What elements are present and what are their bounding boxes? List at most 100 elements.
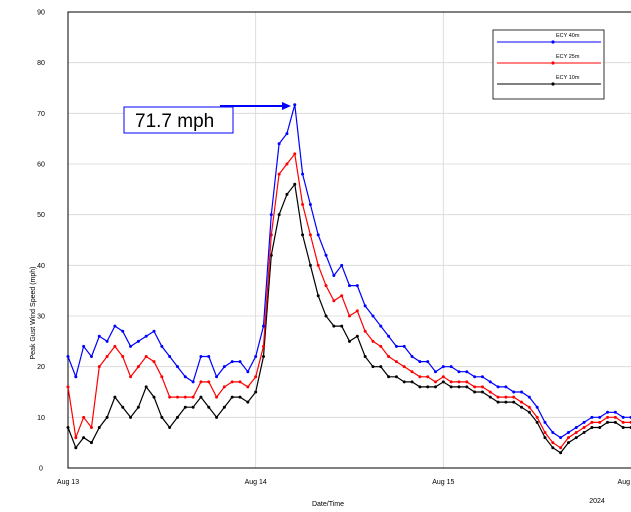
data-point xyxy=(254,375,258,379)
data-point xyxy=(606,410,610,414)
data-point xyxy=(574,425,578,429)
data-point xyxy=(340,294,344,298)
data-point xyxy=(136,405,140,409)
data-point xyxy=(215,375,219,379)
legend-label: ECY 40m xyxy=(556,33,580,39)
data-point xyxy=(89,441,93,445)
annotation-box xyxy=(123,106,234,134)
data-point xyxy=(261,344,265,348)
data-point xyxy=(434,385,438,389)
x-tick-label: Aug 13 xyxy=(57,479,79,486)
data-point xyxy=(175,395,179,399)
y-tick-label: 40 xyxy=(37,263,45,270)
data-point xyxy=(269,233,273,237)
data-point xyxy=(426,360,430,364)
data-point xyxy=(441,365,445,369)
data-point xyxy=(136,365,140,369)
data-point xyxy=(222,385,226,389)
data-point xyxy=(535,405,539,409)
y-tick-label: 60 xyxy=(37,162,45,169)
series-layer xyxy=(66,103,631,455)
data-point xyxy=(621,420,625,424)
data-point xyxy=(418,375,422,379)
data-point xyxy=(426,375,430,379)
series-line xyxy=(67,104,631,439)
data-point xyxy=(566,441,570,445)
data-point xyxy=(207,405,211,409)
annotation-arrowhead xyxy=(282,102,291,110)
data-point xyxy=(574,436,578,440)
data-point xyxy=(277,172,281,176)
data-point xyxy=(379,365,383,369)
data-point xyxy=(426,385,430,389)
data-point xyxy=(434,370,438,374)
data-point xyxy=(74,375,78,379)
data-point xyxy=(441,380,445,384)
data-point xyxy=(222,365,226,369)
x-axis-label: Date/Time xyxy=(312,501,344,508)
data-point xyxy=(238,360,242,364)
data-point xyxy=(277,142,281,146)
data-point xyxy=(332,324,336,328)
data-point xyxy=(606,420,610,424)
data-point xyxy=(316,263,320,267)
year-label: 2024 xyxy=(589,498,605,505)
data-point xyxy=(371,339,375,343)
data-point xyxy=(89,355,93,359)
data-point xyxy=(402,380,406,384)
data-point xyxy=(129,415,133,419)
data-point xyxy=(449,380,453,384)
y-tick-label: 90 xyxy=(37,10,45,17)
data-point xyxy=(199,380,203,384)
data-point xyxy=(82,436,86,440)
data-point xyxy=(590,425,594,429)
data-point xyxy=(363,329,367,333)
data-point xyxy=(590,415,594,419)
data-point xyxy=(621,425,625,429)
data-point xyxy=(136,339,140,343)
y-tick-label: 70 xyxy=(37,111,45,118)
data-point xyxy=(324,253,328,257)
data-point xyxy=(199,395,203,399)
data-point xyxy=(340,324,344,328)
y-tick-label: 30 xyxy=(37,314,45,321)
data-point xyxy=(488,395,492,399)
data-point xyxy=(480,385,484,389)
data-point xyxy=(613,410,617,414)
data-point xyxy=(582,420,586,424)
data-point xyxy=(543,420,547,424)
data-point xyxy=(348,314,351,318)
data-point xyxy=(363,304,367,308)
data-point xyxy=(348,284,351,288)
data-point xyxy=(238,380,242,384)
data-point xyxy=(598,425,602,429)
data-point xyxy=(402,365,406,369)
data-point xyxy=(261,324,265,328)
peak-annotation: 71.7 mph xyxy=(123,102,291,134)
data-point xyxy=(394,360,398,364)
data-point xyxy=(152,395,156,399)
data-point xyxy=(559,446,563,450)
data-point xyxy=(175,415,179,419)
data-point xyxy=(606,415,610,419)
data-point xyxy=(543,431,547,435)
data-point xyxy=(355,309,359,313)
data-point xyxy=(582,431,586,435)
data-point xyxy=(105,355,109,359)
data-point xyxy=(175,365,179,369)
data-point xyxy=(535,420,539,424)
data-point xyxy=(121,329,125,333)
data-point xyxy=(168,395,172,399)
data-point xyxy=(504,395,508,399)
data-point xyxy=(566,431,570,435)
legend-label: ECY 25m xyxy=(556,54,580,60)
data-point xyxy=(183,375,187,379)
data-point xyxy=(113,324,117,328)
data-point xyxy=(215,395,219,399)
data-point xyxy=(113,344,117,348)
data-point xyxy=(113,395,117,399)
data-point xyxy=(121,405,125,409)
data-point xyxy=(254,355,258,359)
data-point xyxy=(160,415,164,419)
